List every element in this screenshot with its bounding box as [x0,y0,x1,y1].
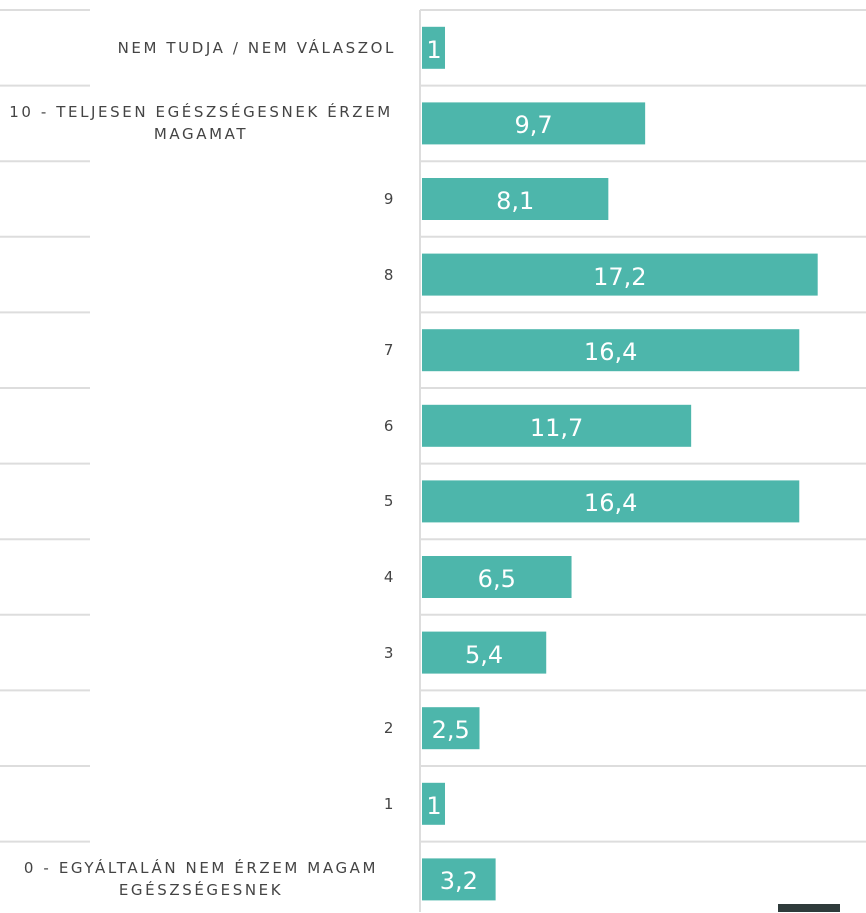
category-text: 4 [383,567,396,586]
value-label: 1 [426,791,442,820]
bar [422,253,818,296]
bar [422,404,692,447]
category-label: 4 [6,543,396,611]
logo-fragment [778,904,840,912]
category-text: 0 - EGYÁLTALÁN NEM ÉRZEM MAGAM EGÉSZSÉGE… [23,859,379,900]
bar [422,480,800,523]
category-label: 9 [6,165,396,233]
category-label: 10 - TELJESEN EGÉSZSÉGESNEK ÉRZEM MAGAMA… [6,90,396,158]
bar [422,178,609,220]
value-label: 2,5 [431,716,470,745]
value-label: 16,4 [583,489,638,518]
value-label: 1 [426,35,442,64]
value-label: 8,1 [496,187,535,215]
bar [422,631,547,674]
category-label: 0 - EGYÁLTALÁN NEM ÉRZEM MAGAM EGÉSZSÉGE… [6,846,396,913]
category-text: 3 [383,643,396,662]
value-label: 9,7 [514,111,553,140]
bar [422,858,496,901]
category-text: 7 [383,341,396,360]
bar [422,556,572,598]
category-text: 8 [383,265,396,284]
value-label: 3,2 [439,867,478,896]
category-label: 5 [6,468,396,536]
bar [422,707,480,750]
value-label: 11,7 [529,413,584,442]
value-label: 16,4 [583,338,638,367]
bar [422,26,446,69]
category-label: 1 [6,770,396,838]
category-text: 5 [383,492,396,511]
category-text: 2 [383,719,396,738]
category-label: 2 [6,694,396,762]
category-text: 1 [383,794,396,813]
category-label: 6 [6,392,396,460]
category-text: 10 - TELJESEN EGÉSZSÉGESNEK ÉRZEM MAGAMA… [9,103,393,144]
category-text: 6 [383,416,396,435]
value-label: 5,4 [465,640,504,669]
category-label: 8 [6,241,396,309]
bar [422,782,446,825]
value-label: 17,2 [593,262,647,291]
category-label: 7 [6,316,396,384]
category-text: NEM TUDJA / NEM VÁLASZOL [117,38,396,57]
category-label: NEM TUDJA / NEM VÁLASZOL [6,14,396,82]
category-label: 3 [6,619,396,687]
value-label: 6,5 [477,565,516,593]
bar [422,329,800,372]
bar [422,102,646,145]
category-text: 9 [383,189,396,208]
